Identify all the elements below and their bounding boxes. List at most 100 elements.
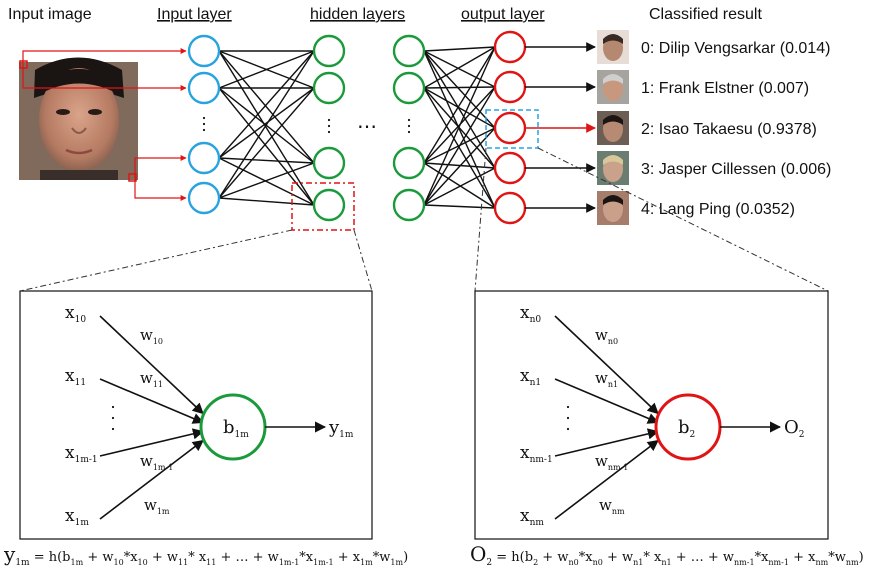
connection-line	[423, 87, 496, 169]
output-node-highlight-box	[485, 109, 539, 149]
detail-input-arrow	[554, 439, 659, 520]
detail-ellipsis-dot	[566, 416, 570, 420]
result-label: 0: Dilip Vengsarkar (0.014)	[641, 40, 830, 57]
output-node-detail: xn0 wn0 xn1 wn1 xnm-1 wnm-1 xnm wnm b2 O2	[520, 303, 805, 528]
connection-line	[218, 87, 315, 199]
result-thumbnail	[597, 191, 629, 225]
output-node-detail-box	[474, 290, 829, 540]
detail-input-label: xnm	[520, 506, 544, 528]
detail-ellipsis-dot	[111, 405, 115, 409]
zoom-guide-right-a	[474, 147, 487, 292]
output-node	[493, 70, 527, 104]
detail-weight-label: wn0	[595, 326, 618, 346]
result-label: 1: Frank Elstner (0.007)	[641, 80, 809, 97]
connection-line	[423, 46, 496, 89]
connection-line	[218, 50, 315, 164]
connection-line	[423, 46, 496, 52]
connection-line	[423, 50, 496, 129]
output-node	[493, 191, 527, 225]
detail-output-label: y1m	[328, 417, 354, 440]
header-classified-result: Classified result	[649, 6, 762, 23]
detail-input-arrow	[554, 315, 659, 415]
detail-input-label: xn1	[520, 366, 541, 388]
detail-weight-label: w1m-1	[140, 452, 173, 472]
detail-ellipsis-dot	[566, 427, 570, 431]
layer-connections	[218, 46, 496, 209]
input-node	[187, 34, 221, 68]
hidden1-node	[312, 188, 346, 222]
connection-line	[218, 157, 315, 164]
connection-line	[218, 87, 315, 206]
hidden-node-formula: y1m = h(b1m + w10*x10 + w11* x11 + … + w…	[3, 542, 408, 568]
ellipsis-dot	[202, 128, 206, 132]
output-node-formula: O2 = h(b2 + wn0*xn0 + wn1* xn1 + … + wnm…	[470, 542, 864, 568]
connection-line	[423, 87, 496, 129]
ellipsis-dot	[327, 118, 331, 122]
detail-weight-label: w1m	[144, 496, 170, 516]
ellipsis-dot	[202, 122, 206, 126]
input-connectors	[22, 48, 187, 201]
ellipsis-dot	[327, 130, 331, 134]
connection-line	[423, 86, 496, 89]
connection-line	[423, 127, 496, 206]
output-node	[493, 151, 527, 185]
hidden1-node	[312, 34, 346, 68]
hidden1-node	[312, 71, 346, 105]
result-label: 4: Lang Ping (0.0352)	[641, 201, 795, 218]
connection-line	[218, 87, 315, 159]
header-input-image: Input image	[8, 6, 92, 23]
hidden-node-detail: x10 w10 x11 w11 x1m-1 w1m-1 x1m w1m b1m y1m	[65, 303, 354, 528]
detail-ellipsis-dot	[111, 416, 115, 420]
hidden-node-highlight-box	[291, 182, 355, 231]
ellipsis-dot	[202, 116, 206, 120]
input-connector	[22, 48, 187, 64]
ellipsis-dot	[407, 124, 411, 128]
detail-input-label: x11	[65, 366, 86, 388]
connection-line	[218, 50, 315, 159]
hidden2-node	[392, 188, 426, 222]
result-thumbnail	[597, 70, 629, 104]
output-node	[493, 30, 527, 64]
connection-line	[218, 162, 315, 199]
classification-results: 0: Dilip Vengsarkar (0.014) 1: Frank Elst…	[525, 30, 831, 225]
hidden2-node	[392, 146, 426, 180]
detail-input-label: x10	[65, 303, 86, 325]
detail-ellipsis-dot	[566, 405, 570, 409]
output-node	[493, 111, 527, 145]
detail-output-label: O2	[784, 417, 805, 440]
connection-line	[423, 46, 496, 206]
input-pixel-marker-bottom	[128, 173, 137, 182]
zoom-guide-left-a	[19, 229, 293, 292]
detail-node-label: b2	[678, 417, 695, 440]
detail-input-arrow	[99, 315, 204, 415]
connection-line	[423, 50, 496, 88]
hidden2-node	[392, 34, 426, 68]
detail-input-label: x1m-1	[65, 443, 98, 465]
connection-line	[218, 157, 315, 206]
detail-input-label: x1m	[65, 506, 89, 528]
detail-node-label: b1m	[223, 417, 249, 440]
detail-input-arrow	[554, 378, 660, 424]
detail-weight-label: wnm	[599, 496, 625, 516]
connection-line	[423, 86, 496, 206]
input-connector	[22, 64, 187, 91]
hidden-layers-ellipsis: …	[357, 109, 377, 133]
detail-ellipsis-dot	[111, 427, 115, 431]
ellipsis-dot	[407, 130, 411, 134]
input-face-image	[19, 57, 138, 180]
detail-weight-label: w10	[140, 326, 163, 346]
input-connector	[134, 155, 187, 176]
detail-input-label: xnm-1	[520, 443, 553, 465]
result-label: 3: Jasper Cillessen (0.006)	[641, 161, 831, 178]
hidden-node-detail-box	[19, 290, 373, 540]
connection-line	[218, 50, 315, 199]
result-thumbnail	[597, 111, 629, 145]
hidden2-node	[392, 71, 426, 105]
header-input-layer: Input layer	[157, 6, 232, 23]
connection-line	[218, 50, 315, 206]
detail-input-arrow	[99, 439, 204, 520]
input-node	[187, 181, 221, 215]
network-nodes	[187, 30, 527, 225]
layer-ellipsis-dots	[202, 116, 411, 134]
